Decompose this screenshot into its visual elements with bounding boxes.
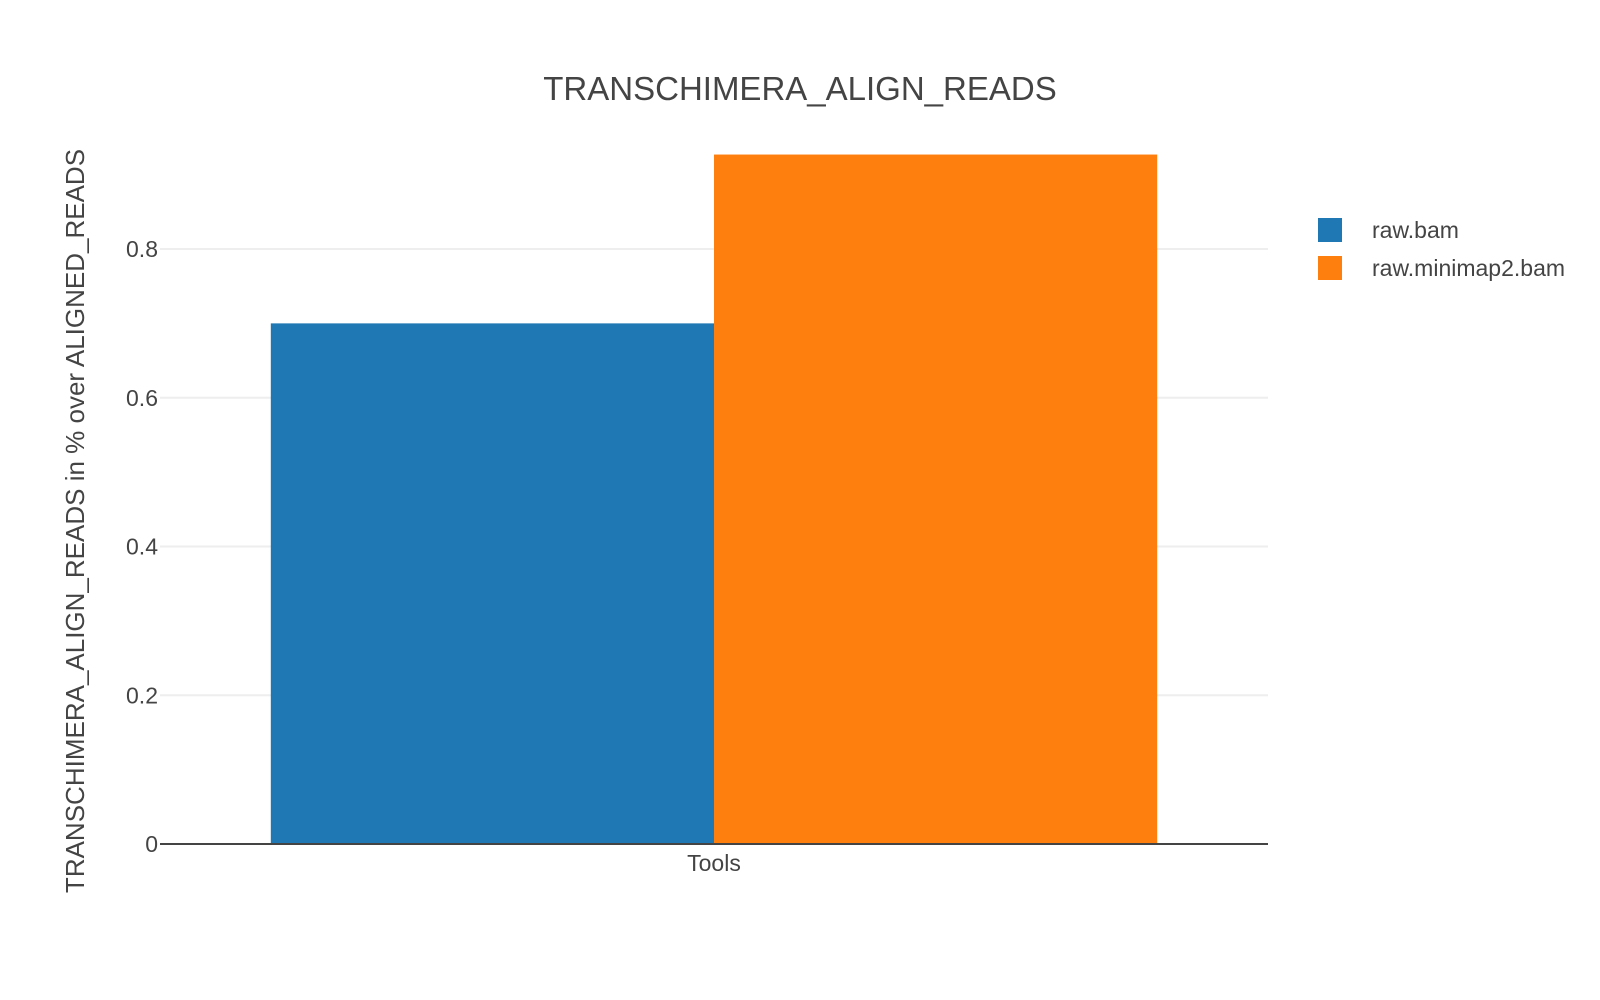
bars <box>270 154 1158 844</box>
y-tick-label: 0 <box>145 831 158 857</box>
y-tick-label: 0.4 <box>126 534 158 560</box>
axes: 0 0.2 0.4 0.6 0.8 Tools <box>126 236 1268 876</box>
legend-label: raw.bam <box>1372 217 1459 243</box>
legend-item[interactable]: raw.bam <box>1318 217 1459 243</box>
y-tick-label: 0.8 <box>126 236 158 262</box>
legend-label: raw.minimap2.bam <box>1372 255 1565 281</box>
legend-item[interactable]: raw.minimap2.bam <box>1318 255 1565 281</box>
bar-raw-minimap2-bam[interactable] <box>714 154 1158 844</box>
y-axis-label: TRANSCHIMERA_ALIGN_READS in % over ALIGN… <box>60 149 90 893</box>
legend-swatch <box>1318 218 1342 242</box>
y-tick-label: 0.6 <box>126 385 158 411</box>
legend-swatch <box>1318 256 1342 280</box>
bar-raw-bam[interactable] <box>270 323 714 844</box>
chart-title: TRANSCHIMERA_ALIGN_READS <box>543 70 1056 107</box>
x-tick-label: Tools <box>687 850 741 876</box>
y-tick-label: 0.2 <box>126 682 158 708</box>
legend[interactable]: raw.bam raw.minimap2.bam <box>1318 217 1565 281</box>
